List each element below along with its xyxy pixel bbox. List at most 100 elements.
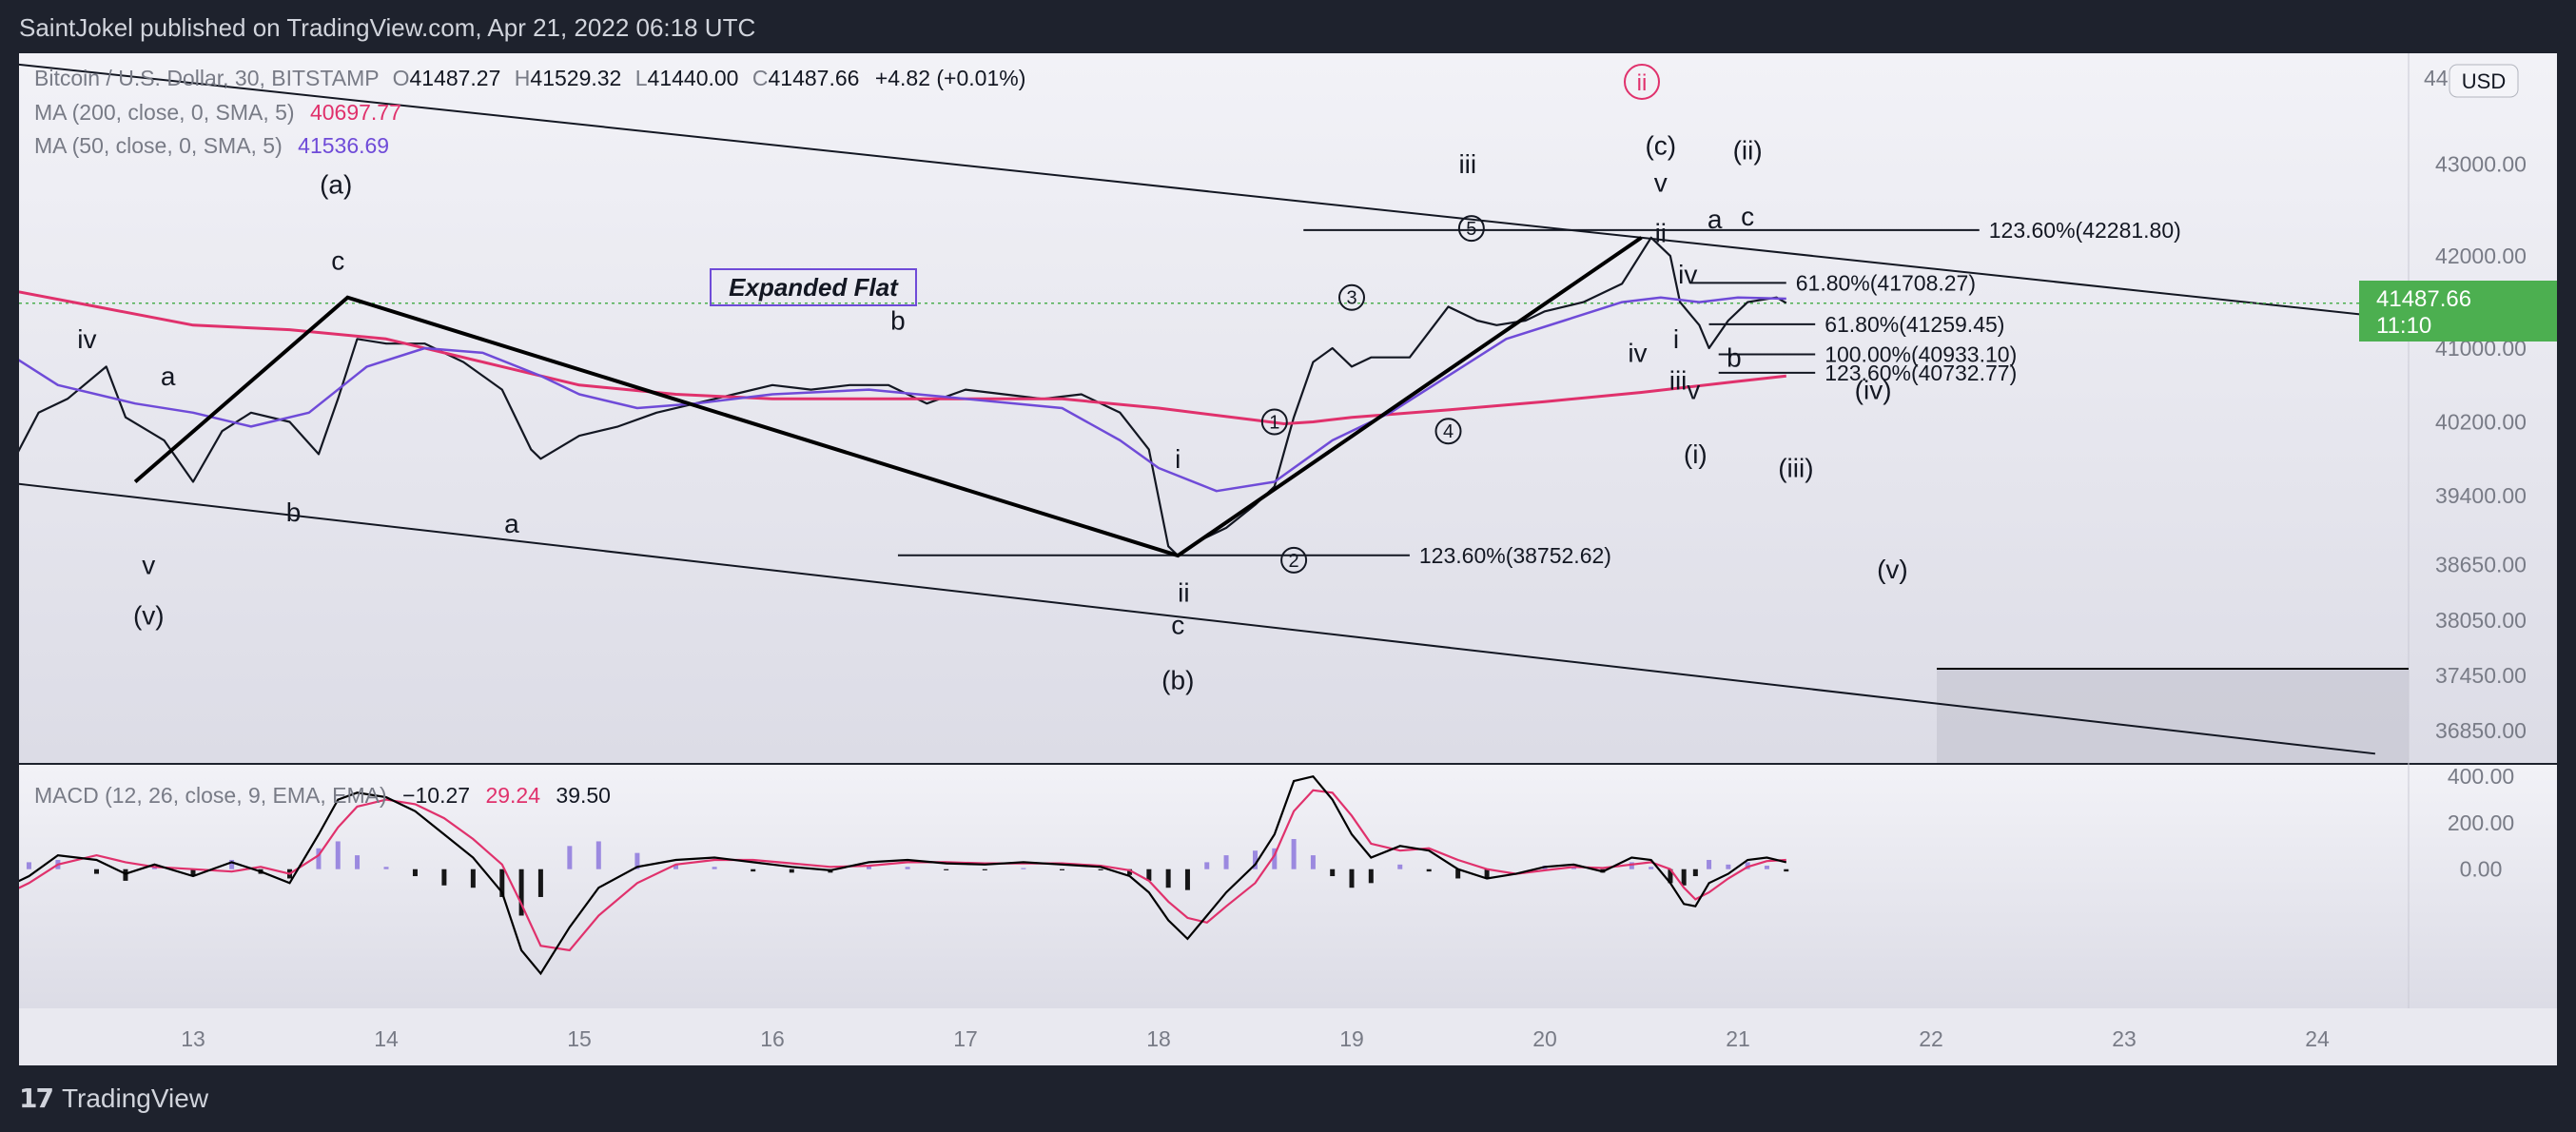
wave-label: a <box>1708 205 1723 234</box>
wave-label: ii <box>1178 577 1189 607</box>
brand-name: TradingView <box>61 1083 209 1113</box>
wave-circle-icon <box>1280 546 1308 574</box>
wave-label: b <box>286 498 302 527</box>
legend-high: 41529.32 <box>530 66 621 90</box>
expanded-flat-box <box>710 268 917 306</box>
header-bar: SaintJokel published on TradingView.com,… <box>0 0 2576 53</box>
time-axis-label: 13 <box>181 1026 205 1051</box>
price-axis-label: 38650.00 <box>2435 553 2527 577</box>
publisher-text: SaintJokel published on TradingView.com,… <box>19 13 756 42</box>
price-axis-label: 44 <box>2424 66 2449 90</box>
price-axis-label: 43000.00 <box>2435 151 2527 176</box>
currency-label: USD <box>2462 69 2506 93</box>
wave-circled-label: 1 <box>1269 413 1279 434</box>
footer-bar: 17 TradingView <box>0 1065 2576 1132</box>
time-axis-label: 18 <box>1146 1026 1171 1051</box>
top-marker-icon <box>1624 64 1660 100</box>
wave-label: a <box>161 361 176 391</box>
last-price-countdown: 11:10 <box>2376 313 2431 339</box>
time-axis-label: 14 <box>374 1026 399 1051</box>
expanded-flat-label: Expanded Flat <box>729 273 899 302</box>
wave-circled-label: 4 <box>1443 421 1454 442</box>
fib-level-label: 61.80%(41259.45) <box>1825 312 2004 337</box>
macd-pane[interactable] <box>19 765 2557 1008</box>
wave-label: iv <box>77 324 96 354</box>
wave-label: (b) <box>1161 665 1194 694</box>
price-axis-label: 37450.00 <box>2435 663 2527 688</box>
chart-area[interactable]: 43000.0042000.0041000.0040200.0039400.00… <box>19 53 2557 1065</box>
wave-label: c <box>331 246 344 276</box>
wave-label: (i) <box>1684 439 1708 469</box>
tradingview-logo-icon[interactable]: 17 TradingView <box>19 1083 209 1114</box>
fib-level-label: 100.00%(40933.10) <box>1825 342 2017 367</box>
time-axis-label: 17 <box>953 1026 978 1051</box>
wave-label: i <box>1673 324 1679 354</box>
legend-change: +4.82 (+0.01%) <box>875 66 1026 90</box>
wave-label: i <box>1175 444 1181 474</box>
wave-label: (ii) <box>1733 135 1763 165</box>
wave-circle-icon <box>1434 418 1462 445</box>
top-marker-label: ii <box>1637 70 1648 96</box>
price-axis-label: 42000.00 <box>2435 244 2527 268</box>
fib-level-label: 61.80%(41708.27) <box>1796 270 1976 295</box>
wave-label: (v) <box>133 601 165 631</box>
wave-label: (iv) <box>1855 375 1892 404</box>
last-price-badge <box>2359 281 2557 342</box>
legend-low: 41440.00 <box>648 66 739 90</box>
svg-text:MA (50, close, 0, SMA, 5): MA (50, close, 0, SMA, 5) 41536.69 <box>34 133 389 158</box>
macd-axis-label: 0.00 <box>2460 857 2503 882</box>
wave-label: c <box>1171 610 1184 639</box>
macd-value: 29.24 <box>485 783 540 808</box>
time-axis-label: 21 <box>1726 1026 1750 1051</box>
wave-structure-line <box>133 236 1643 558</box>
wave-label: (a) <box>320 169 352 199</box>
wave-label: v <box>142 550 155 579</box>
channel-upper-line <box>19 63 2376 318</box>
macd-axis-label: 400.00 <box>2448 764 2514 789</box>
macd-label: MACD (12, 26, close, 9, EMA, EMA) <box>34 783 387 808</box>
time-axis-label: 16 <box>760 1026 785 1051</box>
wave-label: v <box>1687 375 1700 404</box>
wave-label: ii <box>1655 219 1667 248</box>
last-price-value: 41487.66 <box>2376 286 2471 312</box>
legend-close: 41487.66 <box>768 66 859 90</box>
wave-label: b <box>1727 342 1742 372</box>
wave-label: c <box>1741 202 1754 231</box>
ma50-label: MA (50, close, 0, SMA, 5) <box>34 133 283 158</box>
channel-lower-line <box>19 482 2376 755</box>
wave-label: (iii) <box>1778 454 1813 483</box>
legend-open: 41487.27 <box>409 66 500 90</box>
svg-text:MA (200, close, 0, SMA, 5): MA (200, close, 0, SMA, 5) 40697.77 <box>34 100 401 125</box>
wave-label: a <box>504 509 519 538</box>
wave-circle-icon <box>1338 283 1365 311</box>
time-axis[interactable] <box>19 1008 2557 1065</box>
ma50-line <box>19 296 1786 493</box>
ma200-label: MA (200, close, 0, SMA, 5) <box>34 100 295 125</box>
price-axis-label: 40200.00 <box>2435 410 2527 435</box>
fib-level-label: 123.60%(38752.62) <box>1419 543 1611 568</box>
macd-signal-value: 39.50 <box>556 783 611 808</box>
price-pane[interactable] <box>19 53 2557 763</box>
wave-label: iii <box>1458 149 1476 179</box>
wave-label: v <box>1654 167 1668 197</box>
time-axis-label: 22 <box>1919 1026 1943 1051</box>
wave-circle-icon <box>1457 215 1485 243</box>
currency-badge[interactable] <box>2449 64 2519 98</box>
svg-text:Bitcoin / U.S. Dollar, 30, BIT: Bitcoin / U.S. Dollar, 30, BITSTAMP O414… <box>34 66 1025 90</box>
price-axis-label: 38050.00 <box>2435 608 2527 633</box>
legend-symbol: Bitcoin / U.S. Dollar, 30, BITSTAMP <box>34 66 379 90</box>
macd-hist-value: −10.27 <box>402 783 470 808</box>
macd-line <box>19 774 1787 976</box>
ma50-value: 41536.69 <box>298 133 389 158</box>
wave-label: b <box>890 306 906 336</box>
price-axis-label: 36850.00 <box>2435 718 2527 743</box>
time-axis-label: 24 <box>2305 1026 2330 1051</box>
time-axis-label: 15 <box>567 1026 592 1051</box>
wave-label: iv <box>1628 339 1647 368</box>
wave-label: (v) <box>1877 555 1908 584</box>
svg-text:MACD (12, 26, close, 9, EMA, E: MACD (12, 26, close, 9, EMA, EMA) −10.27… <box>34 783 611 808</box>
wave-circled-label: 2 <box>1289 551 1299 572</box>
price-axis-label: 39400.00 <box>2435 483 2527 508</box>
wave-circle-icon <box>1260 408 1288 436</box>
wave-label: (c) <box>1645 131 1676 161</box>
